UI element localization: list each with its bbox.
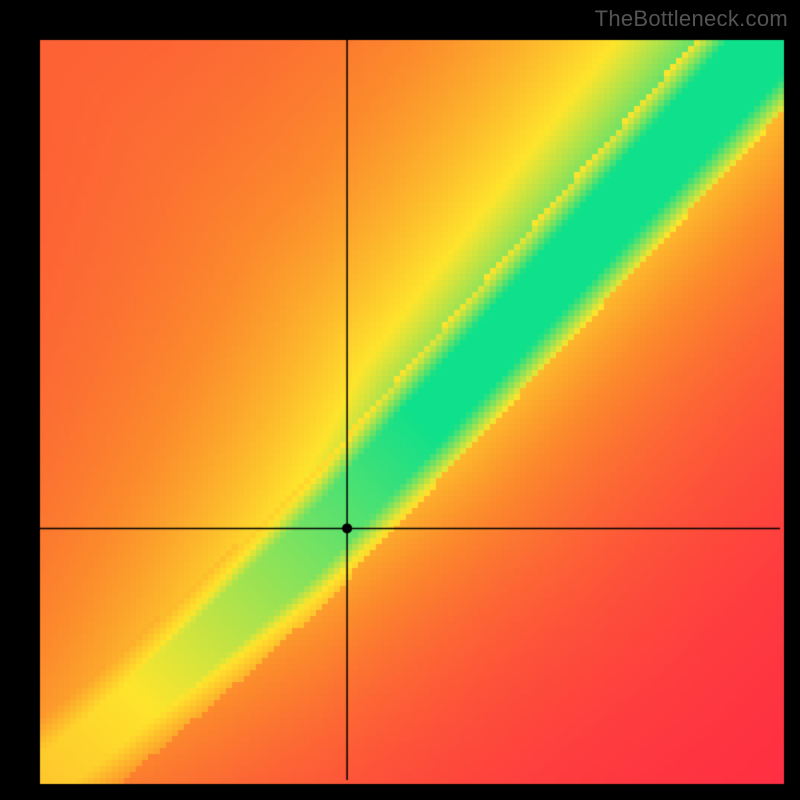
bottleneck-heatmap-chart — [0, 0, 800, 800]
watermark-label: TheBottleneck.com — [595, 6, 788, 32]
chart-container: { "watermark_text": "TheBottleneck.com",… — [0, 0, 800, 800]
